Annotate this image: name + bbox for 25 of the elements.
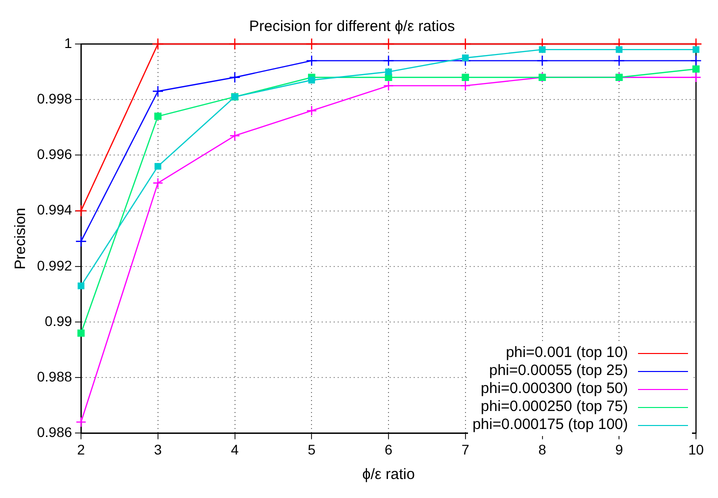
y-tick-label: 0.99 (44, 312, 72, 329)
x-tick-label: 7 (461, 441, 470, 458)
x-tick-label: 4 (230, 441, 239, 458)
x-tick-label: 9 (615, 441, 624, 458)
y-tick-label: 0.994 (36, 202, 72, 218)
legend-label: phi=0.000300 (top 50) (480, 380, 628, 398)
x-tick-label: 5 (308, 441, 316, 458)
y-tick-label: 1 (64, 34, 72, 51)
y-axis-title: Precision (12, 208, 30, 270)
legend-label: phi=0.000175 (top 100) (472, 416, 628, 434)
legend-label: phi=0.000250 (top 75) (480, 398, 628, 416)
x-tick-label: 3 (154, 441, 162, 458)
chart-title: Precision for different ϕ/ε ratios (249, 18, 455, 36)
x-tick-label: 10 (688, 441, 704, 458)
x-tick-label: 6 (384, 441, 393, 458)
y-tick-label: 0.986 (36, 424, 72, 440)
x-axis-title: ϕ/ε ratio (362, 466, 415, 484)
y-tick-label: 0.996 (36, 146, 72, 162)
legend-label: phi=0.001 (top 10) (506, 344, 628, 362)
y-tick-label: 0.998 (36, 90, 72, 106)
y-tick-label: 0.988 (36, 368, 72, 384)
legend-label: phi=0.00055 (top 25) (489, 362, 628, 380)
x-tick-label: 8 (538, 441, 546, 458)
y-tick-label: 0.992 (36, 257, 72, 274)
x-tick-label: 2 (77, 441, 86, 458)
